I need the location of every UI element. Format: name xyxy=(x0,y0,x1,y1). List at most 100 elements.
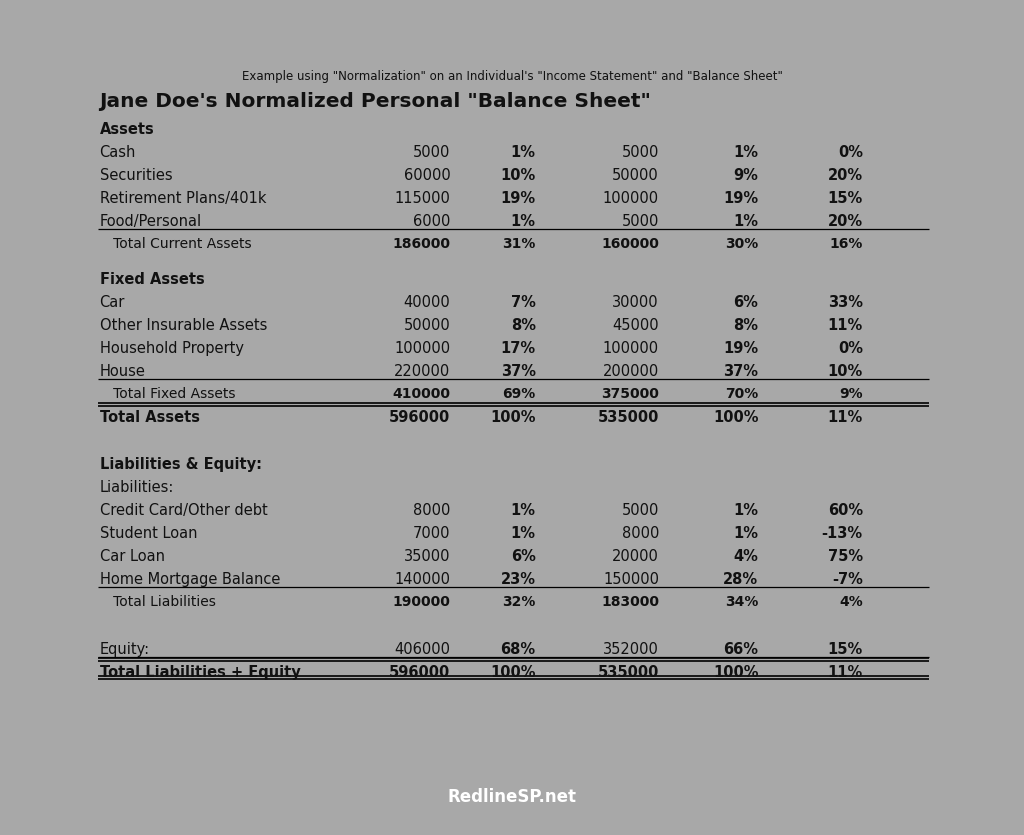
Text: 5000: 5000 xyxy=(622,503,658,518)
Text: 1%: 1% xyxy=(733,214,759,229)
Text: Equity:: Equity: xyxy=(99,642,150,657)
Text: 7000: 7000 xyxy=(413,526,451,541)
Text: 100000: 100000 xyxy=(603,191,658,206)
Text: 20%: 20% xyxy=(827,168,863,183)
Text: 1%: 1% xyxy=(733,145,759,160)
Text: Total Current Assets: Total Current Assets xyxy=(99,237,251,251)
Text: 6%: 6% xyxy=(733,295,759,310)
Text: 1%: 1% xyxy=(733,503,759,518)
Text: 35000: 35000 xyxy=(403,549,451,564)
Text: 50000: 50000 xyxy=(612,168,658,183)
Text: Liabilities & Equity:: Liabilities & Equity: xyxy=(99,457,261,472)
Text: 186000: 186000 xyxy=(392,237,451,251)
Text: 15%: 15% xyxy=(827,642,863,657)
Text: 45000: 45000 xyxy=(612,318,658,333)
Text: 1%: 1% xyxy=(733,526,759,541)
Text: 100%: 100% xyxy=(490,665,536,680)
Text: Liabilities:: Liabilities: xyxy=(99,480,174,495)
Text: 535000: 535000 xyxy=(598,665,658,680)
Text: 140000: 140000 xyxy=(394,572,451,587)
Text: 11%: 11% xyxy=(827,318,863,333)
Text: 16%: 16% xyxy=(829,237,863,251)
Text: Securities: Securities xyxy=(99,168,172,183)
Text: 4%: 4% xyxy=(839,595,863,609)
Text: RedlineSP.net: RedlineSP.net xyxy=(447,788,577,807)
Text: 30000: 30000 xyxy=(612,295,658,310)
Text: Food/Personal: Food/Personal xyxy=(99,214,202,229)
Text: 23%: 23% xyxy=(501,572,536,587)
Text: 20%: 20% xyxy=(827,214,863,229)
Text: 8%: 8% xyxy=(511,318,536,333)
Text: Retirement Plans/401k: Retirement Plans/401k xyxy=(99,191,266,206)
Text: Total Liabilities: Total Liabilities xyxy=(99,595,215,609)
Text: 11%: 11% xyxy=(827,665,863,680)
Text: Other Insurable Assets: Other Insurable Assets xyxy=(99,318,267,333)
Text: 17%: 17% xyxy=(501,341,536,356)
Text: Car: Car xyxy=(99,295,125,310)
Text: 1%: 1% xyxy=(511,214,536,229)
Text: Total Liabilities + Equity: Total Liabilities + Equity xyxy=(99,665,300,680)
Text: 115000: 115000 xyxy=(394,191,451,206)
Text: 150000: 150000 xyxy=(603,572,658,587)
Text: -13%: -13% xyxy=(821,526,863,541)
Text: 200000: 200000 xyxy=(603,364,658,379)
Text: 60%: 60% xyxy=(827,503,863,518)
Text: Cash: Cash xyxy=(99,145,136,160)
Text: 60000: 60000 xyxy=(403,168,451,183)
Text: 7%: 7% xyxy=(511,295,536,310)
Text: 100%: 100% xyxy=(713,410,759,425)
Text: 183000: 183000 xyxy=(601,595,658,609)
Text: 70%: 70% xyxy=(725,387,759,401)
Text: 375000: 375000 xyxy=(601,387,658,401)
Text: 15%: 15% xyxy=(827,191,863,206)
Text: Total Fixed Assets: Total Fixed Assets xyxy=(99,387,236,401)
Text: 220000: 220000 xyxy=(394,364,451,379)
Text: 28%: 28% xyxy=(723,572,759,587)
Text: 19%: 19% xyxy=(723,191,759,206)
Text: 6000: 6000 xyxy=(413,214,451,229)
Text: Example using "Normalization" on an Individual's "Income Statement" and "Balance: Example using "Normalization" on an Indi… xyxy=(242,70,782,83)
Text: 37%: 37% xyxy=(724,364,759,379)
Text: Jane Doe's Normalized Personal "Balance Sheet": Jane Doe's Normalized Personal "Balance … xyxy=(99,92,651,111)
Text: 50000: 50000 xyxy=(403,318,451,333)
Text: 75%: 75% xyxy=(827,549,863,564)
Text: Household Property: Household Property xyxy=(99,341,244,356)
Text: -7%: -7% xyxy=(831,572,863,587)
Text: 1%: 1% xyxy=(511,503,536,518)
Text: 19%: 19% xyxy=(723,341,759,356)
Text: 0%: 0% xyxy=(838,145,863,160)
Text: 30%: 30% xyxy=(725,237,759,251)
Text: 9%: 9% xyxy=(839,387,863,401)
Text: 20000: 20000 xyxy=(612,549,658,564)
Text: 410000: 410000 xyxy=(392,387,451,401)
Text: 10%: 10% xyxy=(501,168,536,183)
Text: 100%: 100% xyxy=(490,410,536,425)
Text: 352000: 352000 xyxy=(603,642,658,657)
Text: 535000: 535000 xyxy=(598,410,658,425)
Text: Assets: Assets xyxy=(99,122,155,137)
Text: 11%: 11% xyxy=(827,410,863,425)
Text: 66%: 66% xyxy=(724,642,759,657)
Text: 406000: 406000 xyxy=(394,642,451,657)
Text: 6%: 6% xyxy=(511,549,536,564)
Text: 4%: 4% xyxy=(733,549,759,564)
Text: 34%: 34% xyxy=(725,595,759,609)
Text: 160000: 160000 xyxy=(601,237,658,251)
Text: 0%: 0% xyxy=(838,341,863,356)
Text: House: House xyxy=(99,364,145,379)
Text: 10%: 10% xyxy=(827,364,863,379)
Text: 5000: 5000 xyxy=(622,214,658,229)
Text: 33%: 33% xyxy=(827,295,863,310)
Text: 32%: 32% xyxy=(503,595,536,609)
Text: 596000: 596000 xyxy=(389,410,451,425)
Text: 190000: 190000 xyxy=(392,595,451,609)
Text: Fixed Assets: Fixed Assets xyxy=(99,272,205,287)
Text: 9%: 9% xyxy=(733,168,759,183)
Text: 31%: 31% xyxy=(503,237,536,251)
Text: 100%: 100% xyxy=(713,665,759,680)
Text: Total Assets: Total Assets xyxy=(99,410,200,425)
Text: 8%: 8% xyxy=(733,318,759,333)
Text: 100000: 100000 xyxy=(394,341,451,356)
Text: 68%: 68% xyxy=(501,642,536,657)
Text: 100000: 100000 xyxy=(603,341,658,356)
